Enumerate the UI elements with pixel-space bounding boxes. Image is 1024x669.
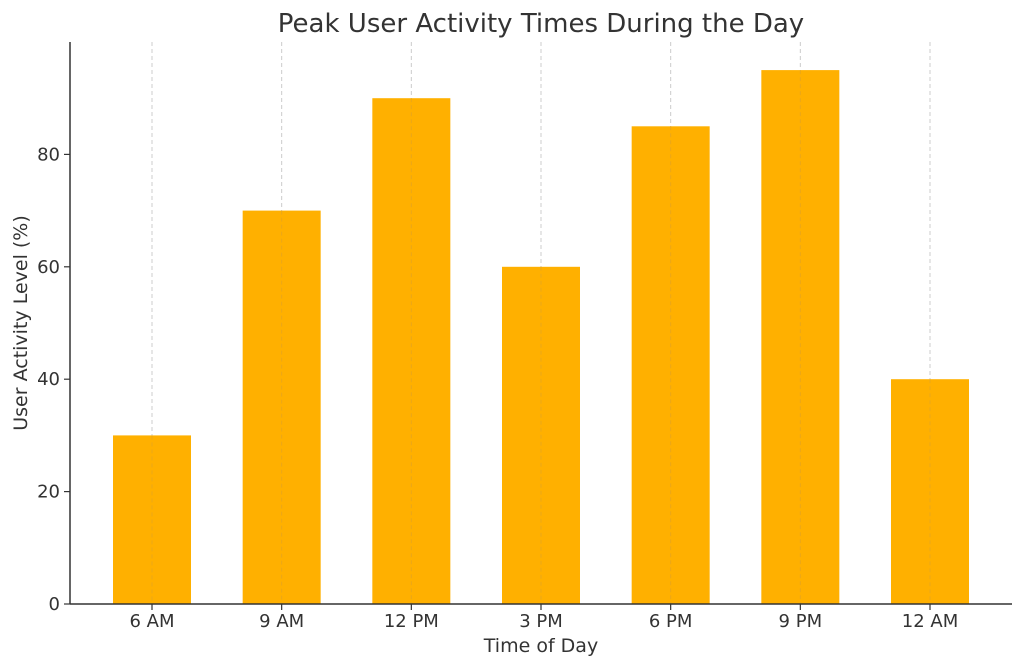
- y-tick-label: 20: [37, 482, 60, 503]
- x-tick-label: 3 PM: [519, 611, 563, 632]
- x-tick-label: 12 AM: [902, 611, 958, 632]
- x-tick-label: 9 PM: [779, 611, 823, 632]
- y-ticks-layer: 0 20 40 60 80: [37, 144, 70, 615]
- y-tick-label: 60: [37, 257, 60, 278]
- x-tick-label: 6 PM: [649, 611, 693, 632]
- y-axis-title: User Activity Level (%): [10, 215, 32, 431]
- x-axis-title: Time of Day: [483, 635, 598, 657]
- x-ticks-layer: 6 AM 9 AM 12 PM 3 PM 6 PM 9 PM 12 AM: [129, 604, 958, 632]
- chart-title: Peak User Activity Times During the Day: [278, 9, 804, 39]
- x-tick-label: 9 AM: [259, 611, 304, 632]
- bars-layer: [113, 70, 969, 605]
- x-tick-label: 12 PM: [384, 611, 439, 632]
- y-tick-label: 0: [49, 594, 60, 615]
- x-tick-label: 6 AM: [129, 611, 174, 632]
- y-tick-label: 40: [37, 369, 60, 390]
- y-tick-label: 80: [37, 144, 60, 165]
